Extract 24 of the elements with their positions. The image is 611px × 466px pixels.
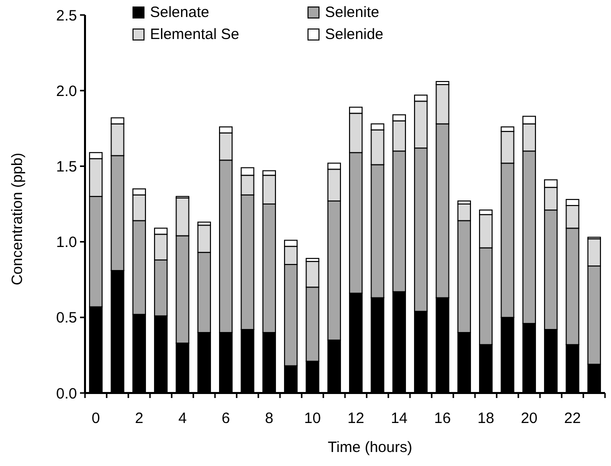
legend-label: Selenite [325, 4, 380, 21]
x-tick-label: 12 [347, 410, 364, 427]
y-tick-label: 2.0 [56, 82, 77, 100]
y-tick-label: 1.5 [56, 158, 77, 176]
y-tick-label: 0.0 [56, 385, 77, 402]
x-tick-label: 18 [477, 410, 494, 427]
y-tick-label: 2.5 [56, 7, 77, 24]
x-tick-label: 16 [434, 410, 451, 427]
x-axis-title: Time (hours) [328, 439, 412, 456]
x-tick-label: 2 [134, 410, 144, 427]
x-tick-label: 20 [520, 410, 538, 427]
x-tick-label: 6 [222, 410, 230, 427]
y-tick-label: 1.0 [56, 234, 77, 252]
legend-label: Elemental Se [150, 26, 240, 43]
legend-label: Selenate [150, 4, 210, 21]
x-tick-label: 14 [390, 410, 408, 427]
x-tick-label: 0 [92, 410, 100, 427]
x-tick-label: 22 [564, 410, 581, 427]
legend-label: Selenide [325, 26, 384, 43]
y-tick-label: 0.5 [56, 310, 77, 327]
y-axis-title: Concentration (ppb) [9, 152, 26, 286]
x-tick-label: 4 [178, 410, 187, 427]
x-tick-label: 10 [304, 410, 321, 427]
x-tick-label: 8 [264, 410, 274, 427]
